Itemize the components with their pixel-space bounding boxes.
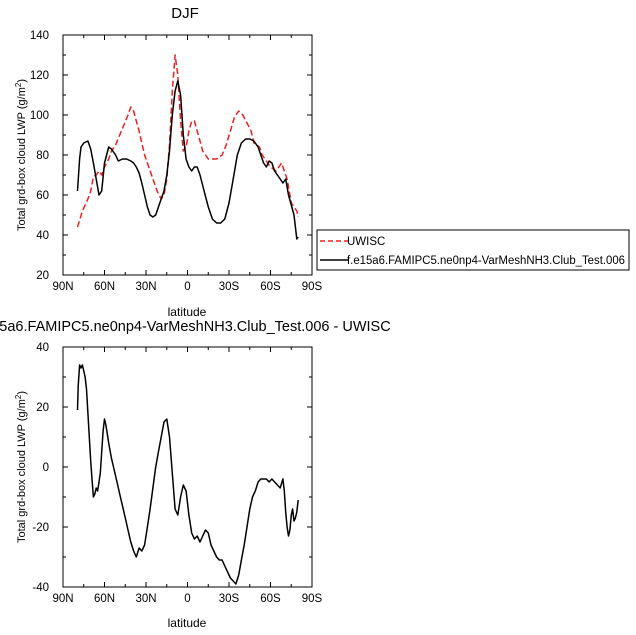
top-x-tick-label: 90N <box>52 281 73 293</box>
legend: UWISC f.e15a6.FAMIPC5.ne0np4-VarMeshNH3.… <box>316 229 630 271</box>
legend-label-uwisc: UWISC <box>347 236 385 248</box>
bottom-panel: 5a6.FAMIPC5.ne0np4-VarMeshNH3.Club_Test.… <box>0 319 391 630</box>
top-y-tick-label: 100 <box>30 110 49 122</box>
top-x-tick-label: 0 <box>184 281 190 293</box>
top-series-layer <box>76 54 299 240</box>
bottom-series-line-1 <box>76 364 299 585</box>
bottom-x-tick-label: 30S <box>219 593 240 605</box>
top-plot-frame <box>62 34 313 276</box>
top-y-tick-label: 140 <box>30 30 49 42</box>
bottom-y-tick-label: 0 <box>43 462 49 474</box>
bottom-ticks-layer: 90N 60N 30N 0 30S 60S 90S -40 -20 0 20 40 <box>32 342 322 605</box>
top-ticks-layer: 90N 60N 30N 0 30S 60S 90S 20 40 60 80 100 120 140 <box>30 30 323 293</box>
top-x-tick-label: 30S <box>219 281 240 293</box>
bottom-y-tick-label: -20 <box>32 522 49 534</box>
top-x-tick-label: 60S <box>260 281 281 293</box>
top-y-tick-label: 40 <box>36 230 49 242</box>
legend-label-model: f.e15a6.FAMIPC5.ne0np4-VarMeshNH3.Club_T… <box>347 255 625 267</box>
top-y-tick-label: 60 <box>36 190 49 202</box>
top-chart-title: DJF <box>171 5 199 22</box>
top-y-tick-label: 20 <box>36 270 49 282</box>
bottom-x-tick-label: 90S <box>302 593 323 605</box>
top-y-tick-label: 120 <box>30 70 49 82</box>
bottom-series-layer <box>76 364 299 585</box>
top-series-line-1 <box>76 54 299 228</box>
bottom-y-tick-label: 40 <box>36 342 49 354</box>
bottom-chart-title: 5a6.FAMIPC5.ne0np4-VarMeshNH3.Club_Test.… <box>0 319 391 335</box>
top-x-tick-label: 30N <box>135 281 156 293</box>
bottom-y-tick-label: 20 <box>36 402 49 414</box>
bottom-x-tick-label: 90N <box>52 593 73 605</box>
top-x-tick-label: 90S <box>302 281 323 293</box>
top-y-axis-label: Total grd-box cloud LWP (g/m2) <box>14 79 28 231</box>
top-x-tick-label: 60N <box>94 281 115 293</box>
top-panel: DJF 90N 60N 30N 0 30S 60S 90S 20 40 60 80 100 120 140… <box>14 5 630 319</box>
bottom-x-tick-label: 0 <box>184 593 190 605</box>
bottom-x-axis-label: latitude <box>168 616 207 630</box>
top-x-axis-label: latitude <box>168 305 207 319</box>
top-y-tick-label: 80 <box>36 150 49 162</box>
legend-box <box>316 229 630 271</box>
bottom-x-tick-label: 60S <box>260 593 281 605</box>
top-series-line-2 <box>76 80 299 240</box>
bottom-y-tick-label: -40 <box>32 582 49 594</box>
bottom-x-tick-label: 30N <box>135 593 156 605</box>
bottom-x-tick-label: 60N <box>94 593 115 605</box>
bottom-y-axis-label: Total grd-box cloud LWP (g/m2) <box>14 391 28 543</box>
